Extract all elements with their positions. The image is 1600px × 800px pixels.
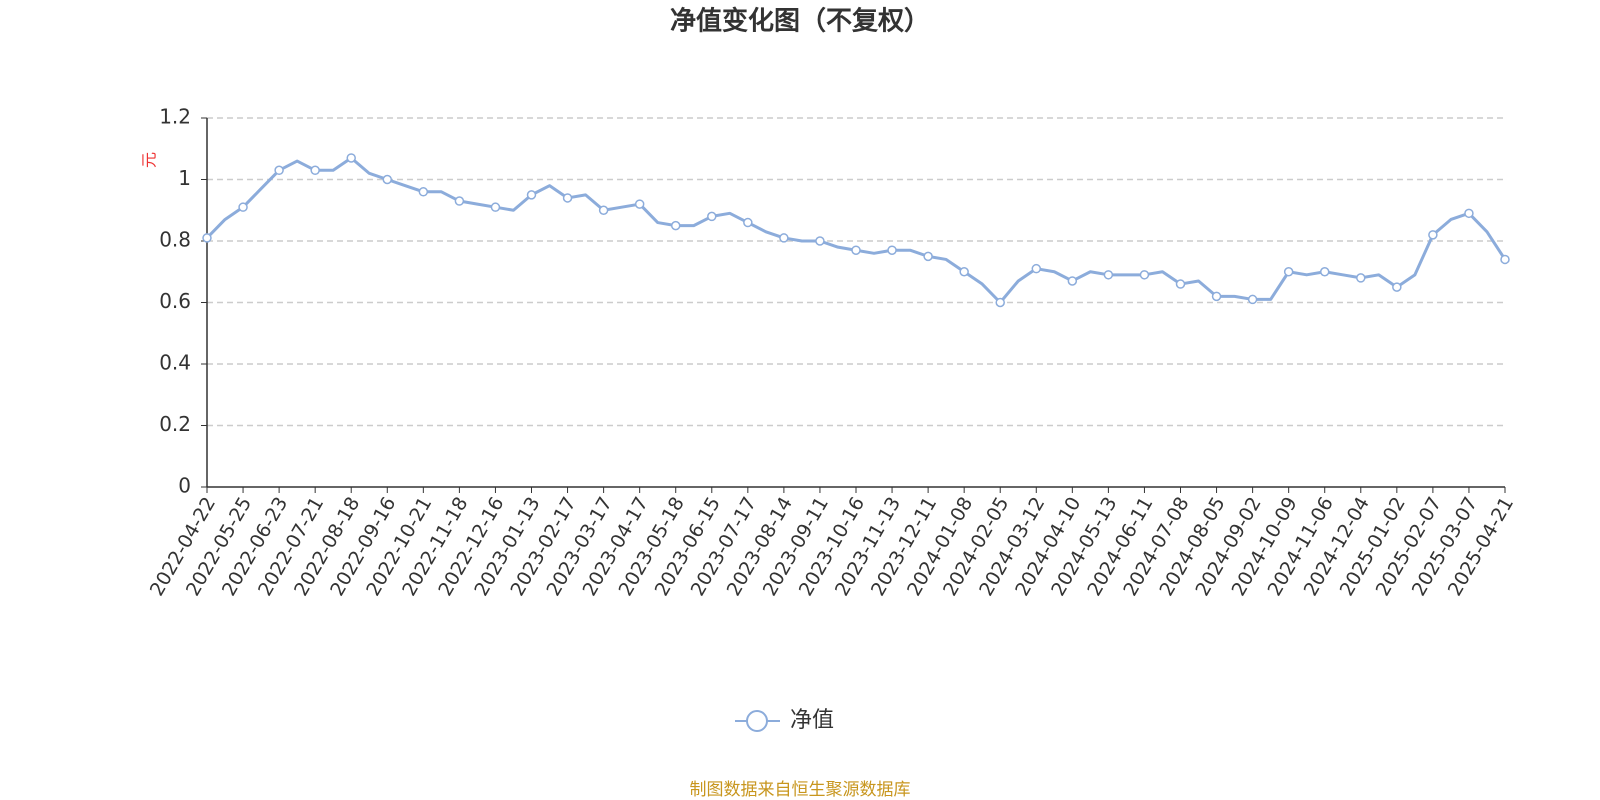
y-tick-label: 0.6 [159,289,191,313]
data-point [1464,208,1474,219]
data-point [959,267,969,277]
legend-label: 净值 [790,708,834,733]
y-axis-label: 元 [140,152,159,168]
data-point [851,245,861,255]
y-tick-label: 0.4 [159,351,191,375]
data-point [562,193,573,203]
data-point [707,211,717,222]
data-point [887,245,897,255]
data-point [1428,230,1438,240]
data-point [1392,282,1402,292]
legend-marker [746,710,768,732]
data-point [1356,273,1366,283]
data-point [779,233,789,243]
data-point [274,165,284,176]
data-point [598,205,609,215]
data-point [310,165,320,176]
data-point [1500,254,1510,265]
chart-title: 净值变化图（不复权） [670,6,930,37]
data-point [202,233,212,243]
data-point [418,187,429,197]
data-point [1319,267,1330,277]
data-point [923,251,933,262]
y-tick-label: 0.8 [159,228,191,252]
data-point [1031,263,1042,274]
data-point [995,297,1005,308]
data-point [670,220,681,231]
data-point [1067,276,1078,286]
source-note: 制图数据来自恒生聚源数据库 [690,780,911,800]
data-point [526,190,537,200]
data-point [815,236,825,246]
data-point [382,174,393,185]
data-point [743,217,753,228]
data-point [454,196,465,206]
data-point [346,153,356,163]
data-point [1211,291,1222,302]
y-tick-label: 1.2 [159,105,191,129]
data-point [1247,294,1258,305]
data-point [1139,270,1150,280]
data-point [1175,279,1186,289]
data-point [1283,267,1294,277]
y-tick-label: 0.2 [159,412,191,436]
y-tick-label: 1 [178,166,191,190]
data-point [634,199,645,209]
data-point [490,202,501,212]
data-point [1103,270,1114,280]
y-tick-label: 0 [178,474,191,498]
data-point [238,202,248,212]
